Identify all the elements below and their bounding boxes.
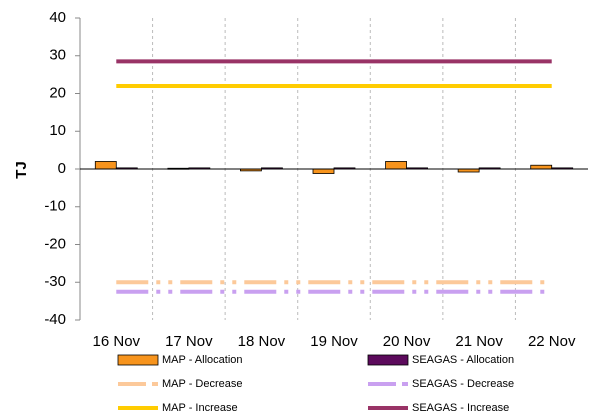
x-tick-label: 21 Nov (455, 333, 503, 350)
y-tick-label: -20 (44, 235, 66, 252)
x-tick-label: 19 Nov (310, 333, 358, 350)
bar (94, 161, 117, 170)
bar (312, 168, 335, 174)
legend-label: SEAGAS - Increase (412, 402, 509, 414)
x-tick-label: 18 Nov (238, 333, 286, 350)
legend-swatch (367, 354, 409, 366)
y-tick-label: -30 (44, 273, 66, 290)
y-tick-label: 10 (49, 122, 66, 139)
legend-label: SEAGAS - Allocation (412, 354, 514, 366)
y-tick-label: 40 (49, 9, 66, 26)
x-tick-label: 20 Nov (383, 333, 431, 350)
legend-label: MAP - Decrease (162, 378, 243, 390)
y-tick-label: -40 (44, 311, 66, 328)
bar (530, 164, 553, 170)
legend-label: MAP - Allocation (162, 354, 243, 366)
bar (385, 161, 407, 170)
y-tick-label: -10 (44, 198, 66, 215)
legend-swatch (117, 354, 159, 366)
x-tick-label: 16 Nov (93, 333, 141, 350)
x-tick-label: 22 Nov (528, 333, 576, 350)
y-axis-label: TJ (13, 161, 30, 179)
legend-label: MAP - Increase (162, 402, 238, 414)
y-tick-label: 30 (49, 47, 66, 64)
y-tick-label: 0 (58, 160, 66, 177)
legend-label: SEAGAS - Decrease (412, 378, 514, 390)
x-tick-label: 17 Nov (165, 333, 213, 350)
y-tick-label: 20 (49, 84, 66, 101)
